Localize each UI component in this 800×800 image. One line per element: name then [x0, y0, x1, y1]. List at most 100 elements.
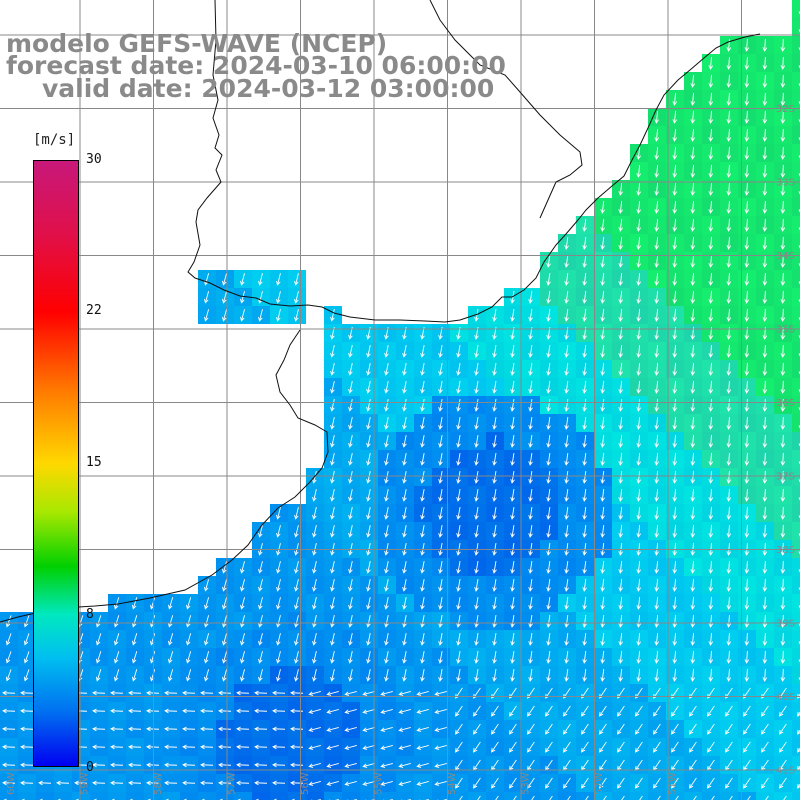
- wind-arrow: [582, 398, 587, 412]
- wind-arrow: [510, 597, 515, 610]
- wind-arrow: [330, 633, 335, 646]
- wind-arrow: [312, 561, 317, 574]
- wind-arrow: [708, 110, 714, 124]
- wind-arrow: [744, 182, 750, 196]
- wind-arrow: [618, 488, 623, 502]
- wind-arrow: [581, 723, 589, 735]
- wind-arrow: [272, 690, 286, 696]
- wind-arrow: [636, 290, 642, 304]
- wind-arrow: [528, 453, 533, 466]
- wind-arrow: [5, 615, 12, 628]
- wind-arrow: [254, 744, 268, 750]
- wind-arrow: [254, 726, 268, 732]
- wind-cell: [612, 792, 630, 800]
- wind-arrow: [204, 309, 210, 322]
- wind-arrow: [294, 525, 299, 538]
- coastline-south: [0, 329, 329, 623]
- wind-arrow: [600, 290, 605, 304]
- wind-arrow: [690, 236, 696, 250]
- wind-arrow: [672, 146, 678, 160]
- wind-arrow: [780, 416, 786, 430]
- wind-arrow: [276, 597, 281, 610]
- wind-arrow: [492, 363, 497, 376]
- wind-arrow: [222, 669, 228, 682]
- wind-arrow: [330, 435, 335, 448]
- wind-arrow: [528, 417, 533, 430]
- wind-arrow: [690, 452, 696, 466]
- wind-arrow: [744, 272, 750, 286]
- wind-arrow: [402, 363, 407, 376]
- wind-arrow: [438, 381, 443, 394]
- wind-arrow: [218, 744, 232, 750]
- wind-arrow: [726, 110, 732, 124]
- wind-cell: [594, 792, 612, 800]
- wind-arrow: [564, 434, 569, 448]
- wind-arrow: [744, 596, 750, 610]
- wind-arrow: [222, 273, 228, 286]
- valid-date: valid date: 2024-03-12 03:00:00: [42, 74, 495, 103]
- latitude-label: 39S: [776, 619, 795, 630]
- wind-arrow: [672, 488, 678, 502]
- wind-arrow: [582, 272, 587, 286]
- wind-arrow: [726, 488, 732, 502]
- wind-arrow: [434, 691, 447, 696]
- wind-arrow: [600, 380, 605, 394]
- wind-arrow: [258, 633, 263, 646]
- wind-arrow: [726, 146, 732, 160]
- wind-arrow: [294, 507, 299, 520]
- wind-arrow: [398, 691, 411, 696]
- wind-arrow: [420, 363, 425, 376]
- wind-cell: [792, 630, 800, 648]
- wind-arrow: [398, 763, 411, 768]
- wind-arrow: [434, 709, 447, 714]
- longitude-label: 60W: [6, 772, 17, 795]
- wind-arrow: [762, 164, 768, 178]
- wind-arrow: [744, 398, 750, 412]
- wind-arrow: [474, 309, 479, 322]
- wind-arrow: [690, 74, 696, 88]
- wind-arrow: [690, 596, 696, 610]
- wind-arrow: [636, 524, 642, 538]
- wind-arrow: [726, 650, 732, 664]
- wind-cell: [792, 774, 800, 792]
- wind-arrow: [600, 254, 605, 268]
- wind-arrow: [581, 741, 589, 753]
- wind-cell: [774, 792, 792, 800]
- wind-arrow: [276, 507, 281, 520]
- wind-arrow: [348, 345, 353, 358]
- wind-cell: [522, 792, 540, 800]
- wind-arrow: [2, 744, 16, 750]
- wind-arrow: [582, 452, 587, 466]
- colorbar: [33, 160, 79, 767]
- wind-arrow: [474, 471, 479, 484]
- wind-arrow: [420, 453, 425, 466]
- wind-arrow: [236, 690, 250, 696]
- wind-arrow: [762, 416, 768, 430]
- wind-arrow: [272, 708, 286, 714]
- wind-arrow: [438, 471, 443, 484]
- wind-cell: [792, 108, 800, 126]
- wind-arrow: [128, 690, 142, 696]
- wind-arrow: [744, 452, 750, 466]
- wind-cell: [126, 792, 144, 800]
- wind-arrow: [600, 560, 605, 574]
- wind-arrow: [672, 434, 678, 448]
- wind-arrow: [204, 669, 210, 682]
- wind-arrow: [600, 524, 605, 538]
- wind-arrow: [654, 632, 660, 646]
- wind-arrow: [456, 453, 461, 466]
- wind-arrow: [743, 777, 751, 789]
- wind-arrow: [474, 633, 479, 646]
- wind-arrow: [384, 345, 389, 358]
- wind-arrow: [708, 182, 714, 196]
- wind-arrow: [254, 780, 268, 786]
- wind-arrow: [708, 524, 714, 538]
- wind-arrow: [402, 525, 407, 538]
- wind-arrow: [654, 200, 660, 214]
- wind-cell: [792, 270, 800, 288]
- wind-arrow: [780, 128, 786, 142]
- wind-arrow: [708, 290, 714, 304]
- wind-cell: [792, 252, 800, 270]
- wind-arrow: [708, 200, 714, 214]
- wind-cell: [216, 792, 234, 800]
